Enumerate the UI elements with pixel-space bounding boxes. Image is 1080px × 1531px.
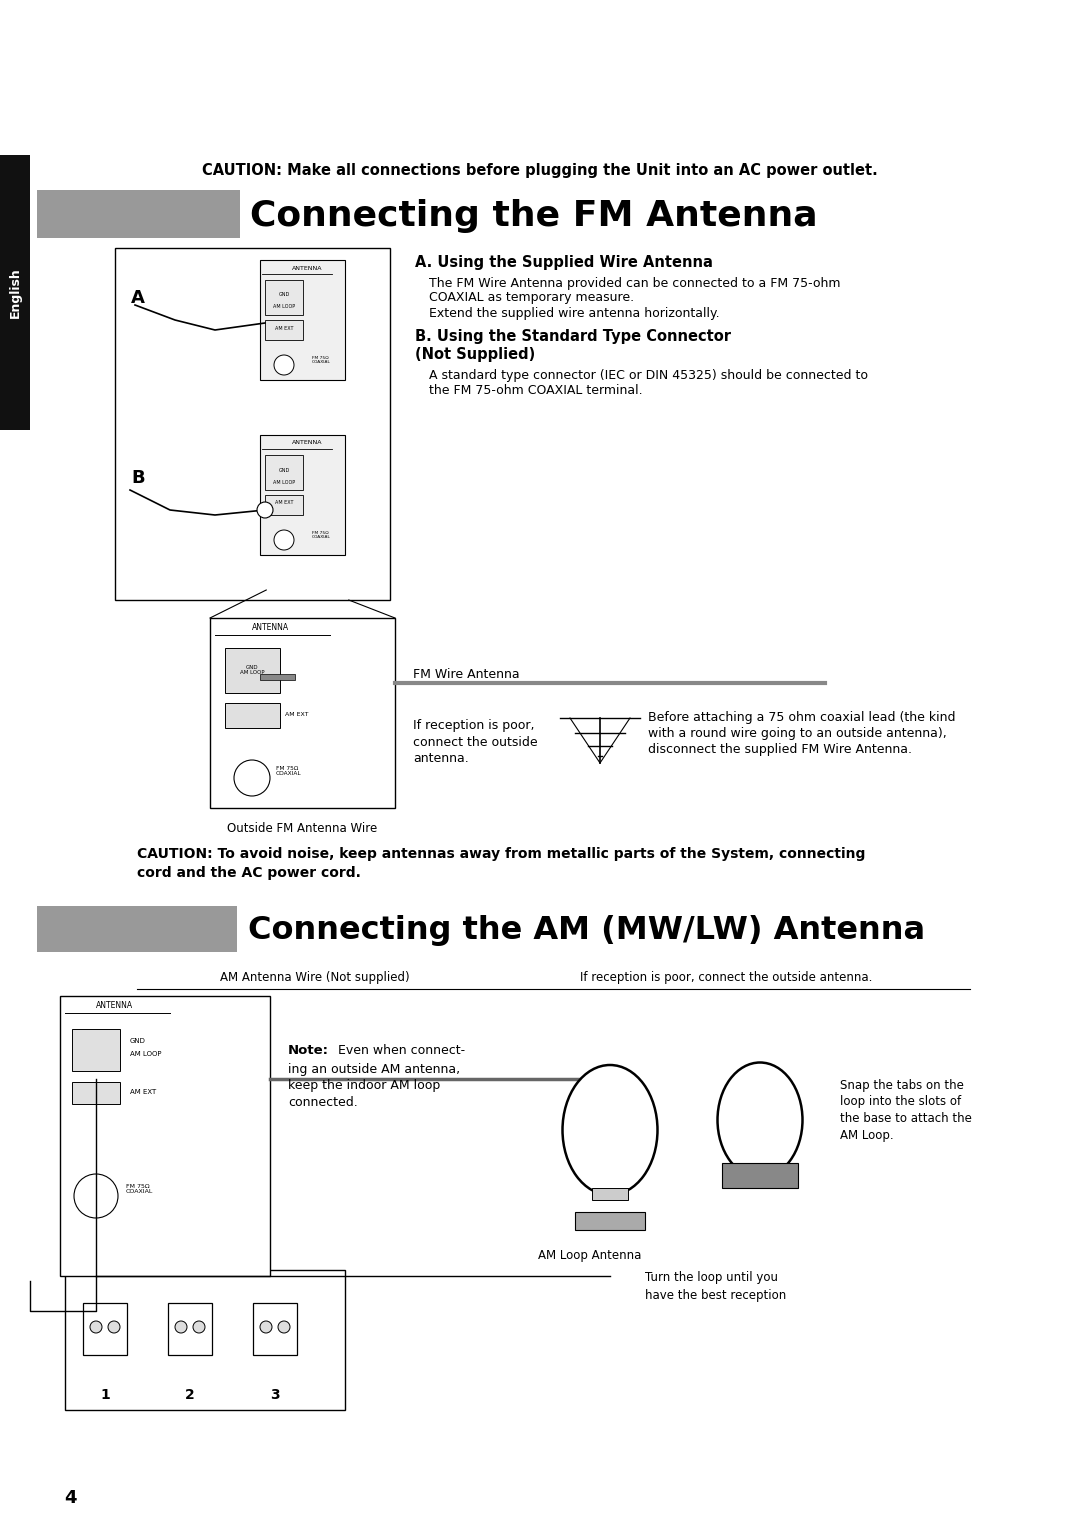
Text: with a round wire going to an outside antenna),: with a round wire going to an outside an… [648, 727, 947, 741]
Text: Outside FM Antenna Wire: Outside FM Antenna Wire [227, 822, 377, 834]
Bar [265, 495, 303, 514]
Text: GND: GND [279, 467, 289, 473]
Text: 1: 1 [100, 1389, 110, 1402]
Text: English: English [9, 266, 22, 318]
Bar [37, 190, 240, 237]
Text: AM EXT: AM EXT [285, 712, 309, 718]
Text: FM 75Ω
COAXIAL: FM 75Ω COAXIAL [276, 766, 301, 776]
Bar [0, 155, 30, 430]
Text: GND
AM LOOP: GND AM LOOP [240, 664, 265, 675]
Bar [253, 1303, 297, 1355]
Text: AM Loop.: AM Loop. [840, 1130, 893, 1142]
Text: AM LOOP: AM LOOP [273, 479, 295, 484]
Text: Note:: Note: [288, 1044, 329, 1058]
Text: FM 75Ω
COAXIAL: FM 75Ω COAXIAL [312, 531, 330, 539]
Bar [592, 1188, 627, 1200]
Text: B. Using the Standard Type Connector: B. Using the Standard Type Connector [415, 329, 731, 344]
Ellipse shape [717, 1063, 802, 1177]
Bar [65, 1271, 345, 1410]
Bar [72, 1029, 120, 1072]
Text: ANTENNA: ANTENNA [96, 1001, 134, 1010]
Text: antenna.: antenna. [413, 752, 469, 764]
Text: connect the outside: connect the outside [413, 735, 538, 749]
Bar [168, 1303, 212, 1355]
Text: 2: 2 [185, 1389, 194, 1402]
Text: AM EXT: AM EXT [130, 1089, 157, 1095]
Bar [260, 260, 345, 380]
Text: A standard type connector (IEC or DIN 45325) should be connected to: A standard type connector (IEC or DIN 45… [429, 369, 868, 383]
Bar [575, 1213, 645, 1229]
Text: CAUTION: Make all connections before plugging the Unit into an AC power outlet.: CAUTION: Make all connections before plu… [202, 162, 878, 178]
Bar [225, 648, 280, 694]
Text: Connecting the FM Antenna: Connecting the FM Antenna [249, 199, 818, 233]
Text: Even when connect-: Even when connect- [334, 1044, 465, 1058]
Text: If reception is poor,: If reception is poor, [413, 720, 535, 732]
Text: The FM Wire Antenna provided can be connected to a FM 75-ohm: The FM Wire Antenna provided can be conn… [429, 277, 840, 289]
Text: Connecting the AM (MW/LW) Antenna: Connecting the AM (MW/LW) Antenna [248, 916, 926, 946]
Bar [265, 320, 303, 340]
Bar [210, 619, 395, 808]
Text: loop into the slots of: loop into the slots of [840, 1096, 961, 1108]
Text: FM 75Ω
COAXIAL: FM 75Ω COAXIAL [312, 355, 330, 364]
Text: If reception is poor, connect the outside antenna.: If reception is poor, connect the outsid… [580, 972, 873, 984]
Text: GND: GND [130, 1038, 146, 1044]
Circle shape [90, 1321, 102, 1334]
Text: (Not Supplied): (Not Supplied) [415, 348, 536, 363]
Bar [260, 674, 295, 680]
Text: the base to attach the: the base to attach the [840, 1113, 972, 1125]
Text: ANTENNA: ANTENNA [252, 623, 288, 632]
Text: Before attaching a 75 ohm coaxial lead (the kind: Before attaching a 75 ohm coaxial lead (… [648, 712, 956, 724]
Bar [114, 248, 390, 600]
Text: AM LOOP: AM LOOP [130, 1050, 162, 1056]
Bar [265, 280, 303, 315]
Text: AM EXT: AM EXT [274, 326, 294, 331]
Circle shape [108, 1321, 120, 1334]
Text: the FM 75-ohm COAXIAL terminal.: the FM 75-ohm COAXIAL terminal. [429, 384, 643, 398]
Bar [265, 455, 303, 490]
Bar [225, 703, 280, 729]
Text: COAXIAL as temporary measure.: COAXIAL as temporary measure. [429, 291, 634, 305]
Bar [72, 1082, 120, 1104]
Bar [83, 1303, 127, 1355]
Text: Snap the tabs on the: Snap the tabs on the [840, 1078, 963, 1092]
Text: FM Wire Antenna: FM Wire Antenna [413, 669, 519, 681]
Bar [723, 1164, 798, 1188]
Circle shape [278, 1321, 291, 1334]
Circle shape [193, 1321, 205, 1334]
Ellipse shape [563, 1066, 658, 1196]
Text: FM 75Ω
COAXIAL: FM 75Ω COAXIAL [126, 1183, 153, 1194]
Circle shape [257, 502, 273, 517]
Circle shape [274, 530, 294, 550]
Text: A. Using the Supplied Wire Antenna: A. Using the Supplied Wire Antenna [415, 256, 713, 271]
Circle shape [260, 1321, 272, 1334]
Text: B: B [131, 468, 145, 487]
Text: Extend the supplied wire antenna horizontally.: Extend the supplied wire antenna horizon… [429, 306, 719, 320]
Text: Turn the loop until you: Turn the loop until you [645, 1272, 778, 1285]
Text: keep the indoor AM loop: keep the indoor AM loop [288, 1079, 441, 1093]
Text: ing an outside AM antenna,: ing an outside AM antenna, [288, 1063, 460, 1075]
Text: GND: GND [279, 292, 289, 297]
Bar [260, 435, 345, 556]
Text: AM LOOP: AM LOOP [273, 305, 295, 309]
Bar [37, 906, 237, 952]
Text: 3: 3 [270, 1389, 280, 1402]
Text: ANTENNA: ANTENNA [292, 441, 322, 446]
Text: AM Loop Antenna: AM Loop Antenna [538, 1248, 642, 1262]
Text: 4: 4 [64, 1490, 77, 1507]
Text: AM Antenna Wire (Not supplied): AM Antenna Wire (Not supplied) [220, 972, 409, 984]
Text: cord and the AC power cord.: cord and the AC power cord. [137, 867, 361, 880]
Text: AM EXT: AM EXT [274, 501, 294, 505]
Text: connected.: connected. [288, 1096, 357, 1110]
Text: CAUTION: To avoid noise, keep antennas away from metallic parts of the System, c: CAUTION: To avoid noise, keep antennas a… [137, 847, 865, 860]
Text: disconnect the supplied FM Wire Antenna.: disconnect the supplied FM Wire Antenna. [648, 744, 912, 756]
Circle shape [234, 759, 270, 796]
Bar [60, 997, 270, 1275]
Circle shape [274, 355, 294, 375]
Circle shape [175, 1321, 187, 1334]
Text: A: A [131, 289, 145, 308]
Text: ANTENNA: ANTENNA [292, 265, 322, 271]
Circle shape [75, 1174, 118, 1219]
Text: have the best reception: have the best reception [645, 1289, 786, 1301]
